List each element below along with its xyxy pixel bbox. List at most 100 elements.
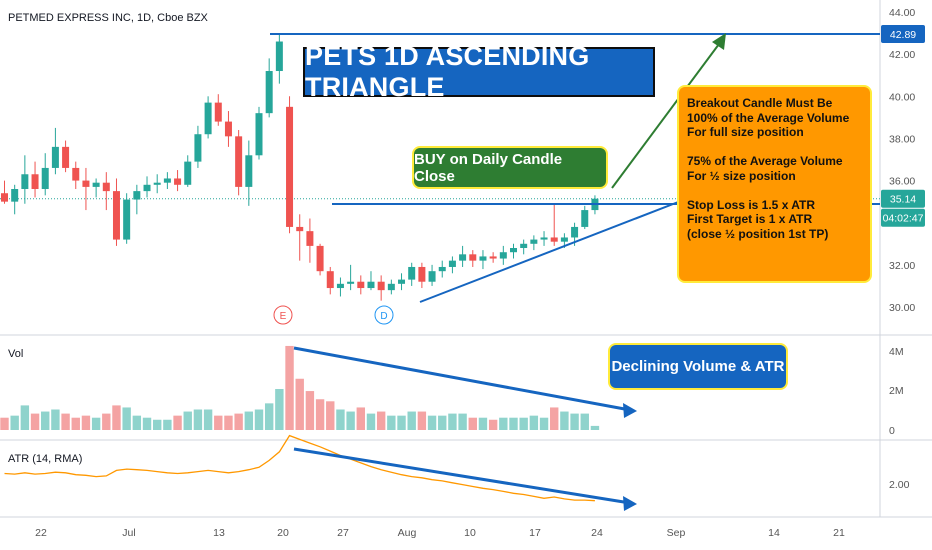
candle-body (163, 178, 171, 183)
volume-bar (41, 411, 50, 430)
volume-bar (488, 419, 498, 430)
candle-body (133, 191, 141, 200)
candle-body (184, 161, 192, 185)
candle-body (469, 254, 477, 261)
rule-line: 75% of the Average Volume (687, 154, 843, 168)
volume-bar (81, 415, 91, 430)
candle-body (438, 266, 446, 272)
candle-body (316, 245, 324, 272)
volume-bar (336, 409, 345, 430)
volume-decline-arrow (293, 346, 631, 412)
volume-bar (519, 417, 528, 430)
rule-line: Breakout Candle Must Be (687, 96, 833, 110)
event-marker (374, 305, 394, 325)
volume-bar (387, 415, 396, 430)
candle-body (357, 281, 365, 289)
volume-bar (356, 407, 365, 430)
candle-body (235, 136, 243, 187)
event-marker-label: E (280, 311, 287, 322)
candle-body (336, 283, 344, 289)
volume-bar (550, 407, 559, 430)
volume-tick-label: 4M (889, 346, 904, 358)
volume-bar (102, 413, 111, 430)
volume-bar (61, 413, 70, 430)
candle-body (398, 279, 406, 284)
candle-body (11, 189, 19, 202)
price-tick-label: 44.00 (889, 7, 915, 19)
date-tick-label: 13 (213, 527, 225, 539)
rule-line: For ½ size position (687, 168, 796, 183)
volume-bar (509, 417, 518, 430)
candle-body (255, 113, 263, 156)
candle-body (286, 106, 294, 227)
candle-body (560, 237, 568, 242)
date-tick-label: 21 (833, 527, 845, 539)
candle-body (530, 239, 538, 244)
candle-body (92, 182, 100, 187)
date-tick-label: 27 (337, 527, 349, 539)
candle-body (367, 281, 375, 289)
candle-body (112, 191, 120, 240)
volume-tick-label: 0 (889, 425, 895, 437)
rule-line (687, 183, 862, 198)
candle-body (510, 248, 517, 253)
volume-bar (122, 407, 131, 430)
volume-bar (315, 399, 325, 430)
volume-bar (10, 415, 19, 430)
volume-bar (407, 411, 416, 430)
candle-body (204, 102, 212, 135)
date-tick-label: Aug (398, 527, 417, 539)
volume-bar (224, 415, 233, 430)
volume-tick-label: 2M (889, 385, 904, 397)
current-price-label-bg (881, 189, 925, 208)
candle-body (214, 102, 222, 122)
buy-signal-box: BUY on Daily Candle Close (414, 148, 606, 187)
atr-panel-label: ATR (14, RMA) (8, 453, 83, 465)
symbol-header: PETMED EXPRESS INC, 1D, Cboe BZX (8, 12, 208, 24)
volume-bar (264, 403, 274, 430)
candle-body (72, 167, 80, 181)
volume-bar (295, 378, 304, 430)
candle-body (550, 237, 558, 242)
candle-body (194, 134, 202, 162)
candle-body (275, 41, 283, 72)
candle-body (153, 182, 161, 185)
volume-bar (478, 417, 488, 430)
candle-body (31, 174, 39, 190)
candle-body (448, 260, 456, 267)
candle-body (143, 184, 151, 192)
rule-line (687, 140, 862, 155)
target-arrowhead (712, 33, 726, 50)
volume-note-box: Declining Volume & ATR (610, 345, 786, 388)
target-arrow (611, 39, 723, 189)
volume-bar (560, 411, 569, 430)
candle-body (265, 71, 273, 114)
candle-body (418, 266, 426, 282)
volume-bar (20, 405, 30, 430)
volume-bar (397, 415, 406, 430)
current-price-label: 35.14 (890, 194, 916, 206)
volume-bar (285, 345, 294, 430)
volume-bar (448, 413, 457, 430)
pattern-title-box: PETS 1D ASCENDING TRIANGLE (303, 41, 655, 102)
candle-body (123, 199, 131, 240)
volume-bar (244, 411, 254, 430)
date-tick-label: 20 (277, 527, 289, 539)
volume-bar (590, 425, 600, 430)
rule-line: For full size position (687, 125, 804, 139)
candle-body (51, 146, 59, 168)
volume-bar (203, 409, 213, 430)
target-price-label-bg (881, 25, 925, 43)
price-tick-label: 40.00 (889, 91, 915, 103)
candle-body (387, 283, 395, 291)
volume-bar (539, 417, 549, 430)
volume-bar (346, 411, 355, 430)
candle-body (408, 266, 416, 280)
candle-body (102, 182, 110, 192)
candle-body (1, 193, 8, 202)
price-tick-label: 30.00 (889, 302, 915, 314)
candle-body (296, 226, 304, 232)
volume-bar (326, 401, 335, 430)
rule-line: First Target is 1 x ATR (687, 212, 813, 226)
volume-bar (183, 411, 192, 430)
